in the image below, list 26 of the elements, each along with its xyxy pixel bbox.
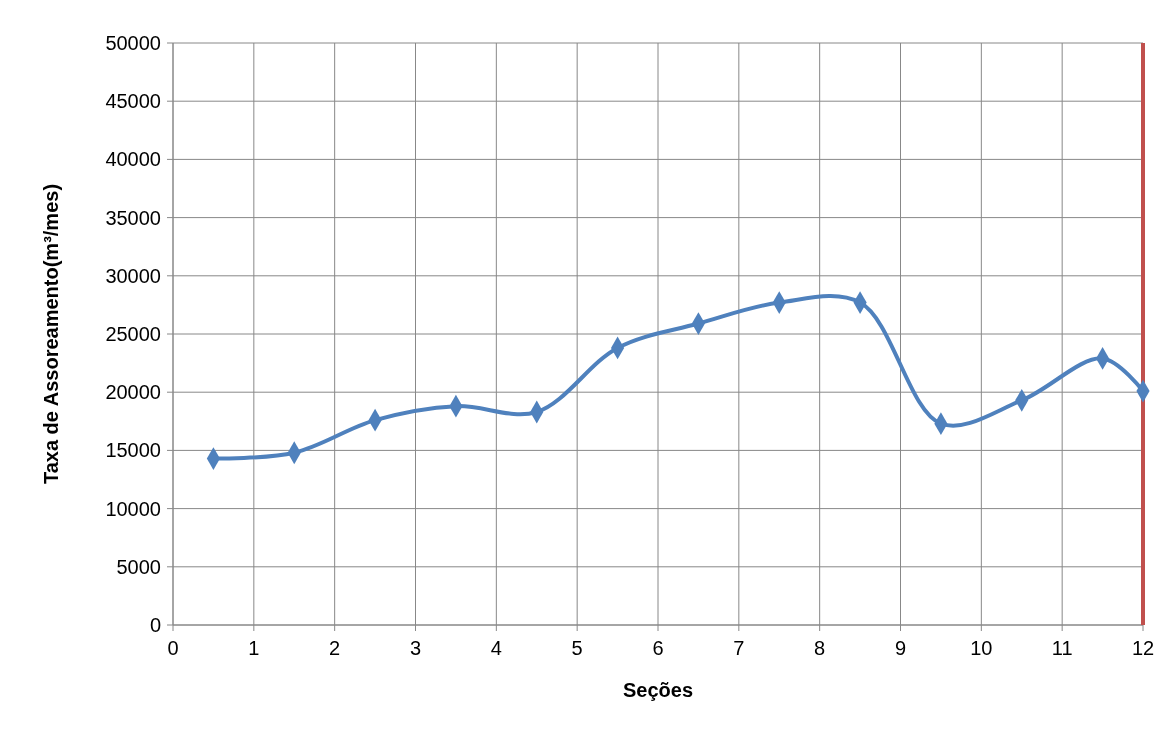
- x-tick-label: 2: [329, 637, 341, 659]
- y-tick-label: 25000: [105, 323, 161, 345]
- x-tick-label: 9: [894, 637, 907, 659]
- x-tick-label: 5: [571, 637, 583, 659]
- x-tick-label: 4: [490, 637, 502, 659]
- y-tick-label: 0: [149, 614, 161, 636]
- y-tick-label: 5000: [116, 555, 161, 578]
- x-tick-label: 7: [733, 637, 745, 659]
- y-tick-label: 50000: [105, 32, 161, 54]
- x-tick-label: 6: [652, 637, 664, 659]
- y-tick-label: 10000: [105, 497, 161, 520]
- x-tick-label: 11: [1051, 637, 1073, 659]
- y-tick-label: 45000: [105, 90, 161, 113]
- y-tick-label: 35000: [105, 206, 161, 229]
- x-tick-label: 0: [167, 637, 179, 659]
- x-tick-label: 12: [1131, 637, 1155, 659]
- y-axis-title: Taxa de Assoreamento(m³/mes): [40, 183, 62, 485]
- x-axis-title: Seções: [622, 679, 694, 701]
- y-tick-label: 40000: [105, 148, 161, 171]
- x-tick-label: 3: [409, 637, 422, 659]
- y-tick-label: 30000: [105, 264, 161, 287]
- x-tick-label: 10: [970, 637, 993, 659]
- x-tick-label: 8: [814, 637, 826, 659]
- y-tick-label: 15000: [105, 439, 161, 462]
- x-tick-label: 1: [248, 637, 260, 659]
- y-tick-label: 20000: [105, 381, 161, 404]
